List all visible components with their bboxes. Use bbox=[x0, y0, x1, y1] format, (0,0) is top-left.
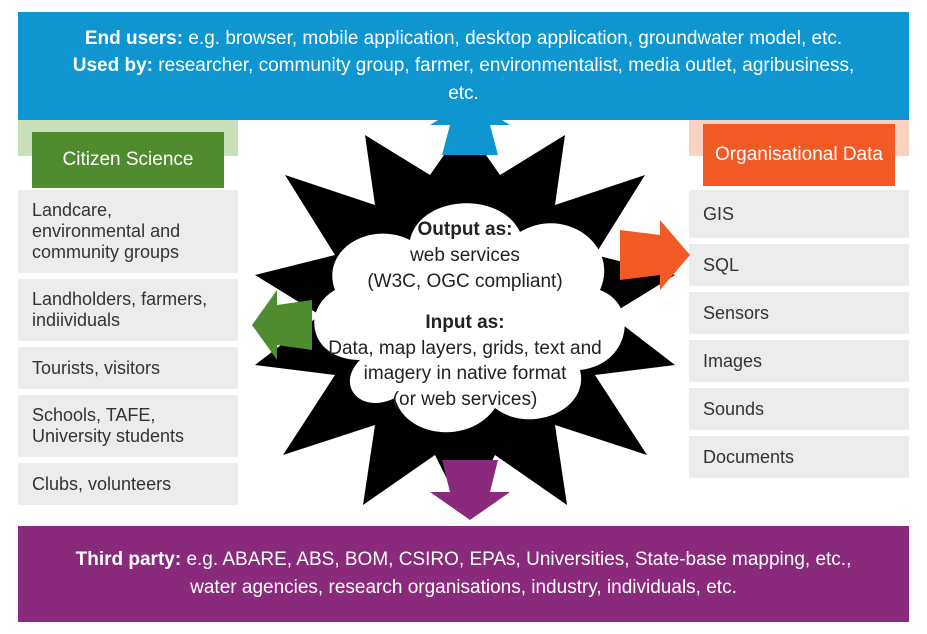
top-line-1: End users: e.g. browser, mobile applicat… bbox=[85, 25, 842, 53]
arrow-right-icon bbox=[620, 220, 690, 290]
right-column-header: Organisational Data bbox=[703, 124, 895, 186]
top-label-2: Used by: bbox=[73, 55, 153, 76]
left-item: Schools, TAFE, University students bbox=[18, 389, 238, 457]
bottom-text-2: water agencies, research organisations, … bbox=[190, 577, 737, 598]
right-item: GIS bbox=[689, 190, 909, 238]
right-column-title: Organisational Data bbox=[715, 144, 883, 166]
left-column: Citizen Science Landcare, environmental … bbox=[18, 120, 238, 160]
right-item: Images bbox=[689, 334, 909, 382]
cloud-text: Output as: web services (W3C, OGC compli… bbox=[300, 185, 630, 445]
left-item: Clubs, volunteers bbox=[18, 457, 238, 505]
cloud-input-text-1: Data, map layers, grids, text and imager… bbox=[318, 336, 612, 387]
cloud-output-text-2: (W3C, OGC compliant) bbox=[367, 269, 562, 295]
left-item: Landcare, environmental and community gr… bbox=[18, 190, 238, 273]
left-item: Tourists, visitors bbox=[18, 341, 238, 389]
left-items-list: Landcare, environmental and community gr… bbox=[18, 190, 238, 505]
cloud-input-text-2: (or web services) bbox=[318, 387, 612, 413]
top-text-2: researcher, community group, farmer, env… bbox=[153, 55, 854, 104]
left-item: Landholders, farmers, indiividuals bbox=[18, 273, 238, 341]
right-item: Documents bbox=[689, 430, 909, 478]
right-item: SQL bbox=[689, 238, 909, 286]
bottom-banner: Third party: e.g. ABARE, ABS, BOM, CSIRO… bbox=[18, 526, 909, 622]
top-label-1: End users: bbox=[85, 28, 183, 49]
cloud-output-label: Output as: bbox=[367, 217, 562, 243]
right-column: Organisational Data GISSQLSensorsImagesS… bbox=[689, 120, 909, 160]
right-item: Sounds bbox=[689, 382, 909, 430]
cloud-output-block: Output as: web services (W3C, OGC compli… bbox=[367, 217, 562, 294]
right-items-list: GISSQLSensorsImagesSoundsDocuments bbox=[689, 190, 909, 478]
arrow-down-icon bbox=[430, 460, 510, 520]
bottom-label-1: Third party: bbox=[76, 549, 182, 570]
cloud-input-label: Input as: bbox=[318, 310, 612, 336]
arrow-up-icon bbox=[430, 100, 510, 155]
diagram-frame: End users: e.g. browser, mobile applicat… bbox=[0, 0, 927, 634]
bottom-text-1: e.g. ABARE, ABS, BOM, CSIRO, EPAs, Unive… bbox=[181, 549, 851, 570]
left-column-header: Citizen Science bbox=[32, 132, 224, 188]
cloud-output-text-1: web services bbox=[367, 243, 562, 269]
cloud-input-block: Input as: Data, map layers, grids, text … bbox=[318, 310, 612, 413]
right-item: Sensors bbox=[689, 286, 909, 334]
bottom-line-2: water agencies, research organisations, … bbox=[190, 574, 737, 602]
left-column-title: Citizen Science bbox=[63, 149, 194, 171]
bottom-line-1: Third party: e.g. ABARE, ABS, BOM, CSIRO… bbox=[76, 546, 852, 574]
top-text-1: e.g. browser, mobile application, deskto… bbox=[183, 28, 842, 49]
